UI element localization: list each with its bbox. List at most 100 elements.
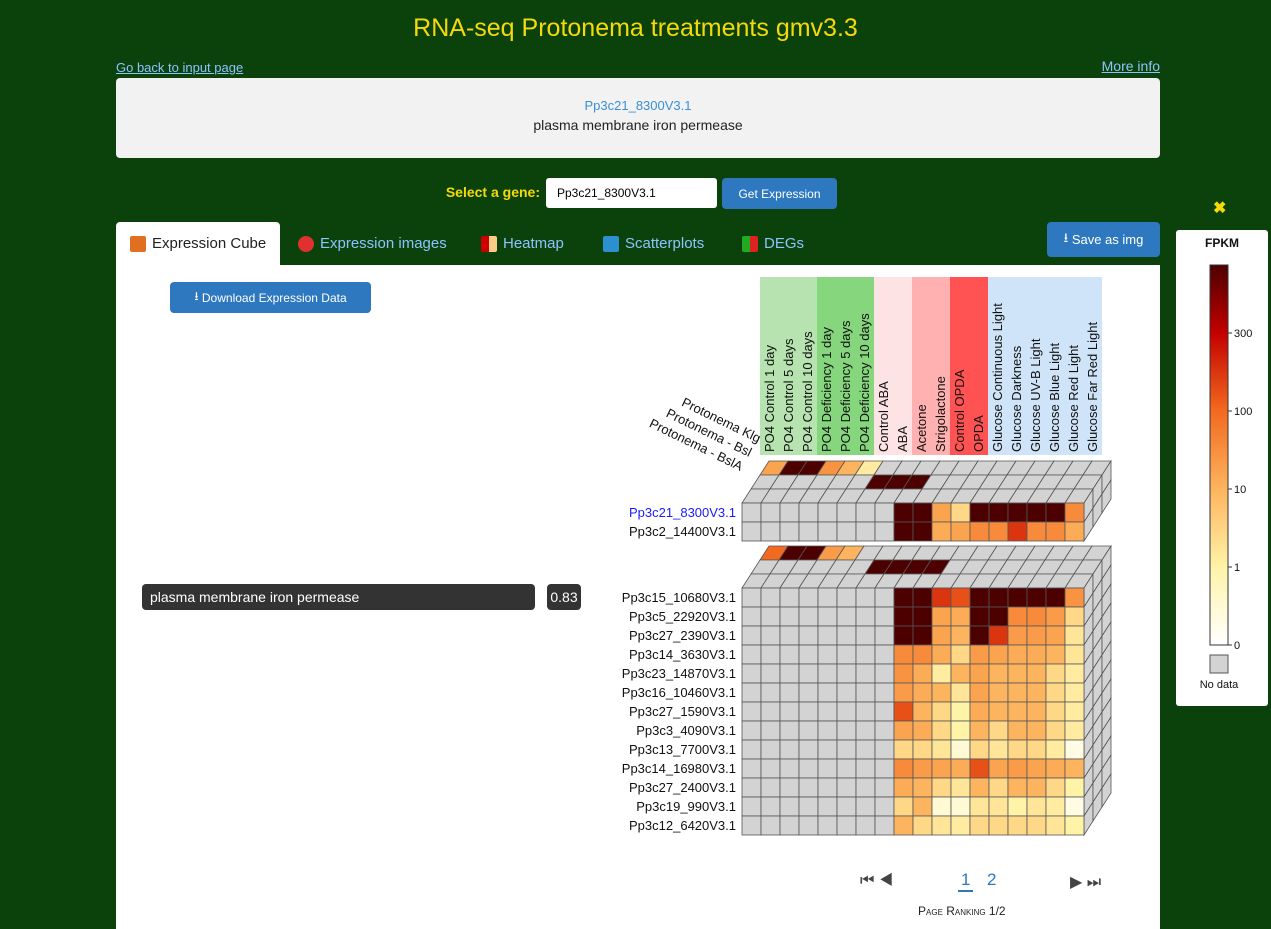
no-data-cell — [874, 644, 895, 665]
column-label: PO4 Deficiency 10 days — [857, 313, 872, 452]
no-data-cell — [855, 644, 876, 665]
no-data-cell — [760, 739, 781, 760]
cell — [950, 682, 971, 703]
tab[interactable]: Expression images — [320, 235, 447, 252]
no-data-cell — [836, 502, 857, 523]
no-data-cell — [741, 663, 762, 684]
cell — [1026, 815, 1047, 836]
no-data-cell — [798, 739, 819, 760]
column-label: Glucose Red Light — [1066, 345, 1081, 452]
column-label: Acetone — [914, 404, 929, 452]
no-data-cell — [779, 815, 800, 836]
no-data-cell — [874, 720, 895, 741]
cell — [893, 625, 914, 646]
no-data-cell — [817, 796, 838, 817]
cell — [969, 720, 990, 741]
cell — [1007, 521, 1028, 542]
next-last-buttons[interactable]: ▶ ⏭ — [1070, 874, 1102, 891]
close-legend[interactable]: ✖ — [1213, 200, 1227, 217]
no-data-cell — [836, 720, 857, 741]
cell — [931, 739, 952, 760]
no-data-cell — [855, 521, 876, 542]
cell — [969, 644, 990, 665]
cell — [1045, 777, 1066, 798]
cell — [969, 625, 990, 646]
no-data-cell — [779, 587, 800, 608]
column-label: PO4 Control 1 day — [762, 345, 777, 452]
cell — [1045, 644, 1066, 665]
get-expression-button[interactable]: Get Expression — [722, 178, 837, 209]
no-data-swatch — [1209, 654, 1229, 674]
cell — [1007, 701, 1028, 722]
cell — [1064, 502, 1085, 523]
legend-title: FPKM — [1205, 236, 1239, 250]
side-cell — [1101, 478, 1112, 515]
no-data-cell — [817, 739, 838, 760]
no-data-cell — [760, 521, 781, 542]
no-data-cell — [855, 682, 876, 703]
cell — [950, 502, 971, 523]
cell — [1007, 625, 1028, 646]
gene-input[interactable]: Pp3c21_8300V3.1 — [546, 178, 717, 208]
no-data-cell — [760, 815, 781, 836]
cell — [1045, 739, 1066, 760]
page-caption: Page Ranking 1/2 — [918, 904, 1006, 918]
annotation-score: 0.83 — [547, 584, 581, 610]
no-data-cell — [874, 606, 895, 627]
cell — [969, 777, 990, 798]
cell — [1007, 682, 1028, 703]
no-data-cell — [779, 663, 800, 684]
cell — [950, 796, 971, 817]
download-button[interactable]: ⭳ Download Expression Data — [170, 282, 371, 313]
cell — [1064, 758, 1085, 779]
gene-id: Pp3c21_8300V3.1 — [584, 98, 692, 113]
row-label: Pp3c14_16980V3.1 — [622, 761, 736, 776]
tab[interactable]: Heatmap — [503, 235, 564, 252]
no-data-cell — [779, 644, 800, 665]
no-data-cell — [798, 587, 819, 608]
page-link[interactable]: 1 — [958, 870, 974, 892]
no-data-cell — [855, 758, 876, 779]
page-link[interactable]: 2 — [987, 870, 997, 889]
cell — [931, 796, 952, 817]
cell — [969, 758, 990, 779]
row-label: Pp3c19_990V3.1 — [636, 799, 736, 814]
no-data-cell — [760, 606, 781, 627]
no-data-cell — [836, 644, 857, 665]
cell — [969, 663, 990, 684]
legend-tick-label: 100 — [1234, 406, 1252, 418]
cell — [988, 682, 1009, 703]
first-prev-buttons[interactable]: ⏮ ◀ — [860, 872, 894, 889]
tab[interactable]: Expression Cube — [152, 235, 267, 252]
cell — [931, 625, 952, 646]
cell — [912, 739, 933, 760]
no-data-cell — [874, 739, 895, 760]
legend-tick-label: 0 — [1234, 640, 1240, 652]
tab[interactable]: Scatterplots — [625, 235, 705, 252]
cell — [931, 701, 952, 722]
cell — [893, 606, 914, 627]
cell — [950, 815, 971, 836]
tab[interactable]: DEGs — [764, 235, 805, 252]
more-info-link[interactable]: More info — [1101, 58, 1160, 74]
no-data-cell — [836, 663, 857, 684]
cell — [1026, 777, 1047, 798]
cell — [1026, 587, 1047, 608]
cell — [988, 720, 1009, 741]
row-label: Pp3c23_14870V3.1 — [622, 666, 736, 681]
cell — [931, 606, 952, 627]
column-label: ABA — [895, 426, 910, 452]
no-data-cell — [741, 720, 762, 741]
no-data-cell — [874, 758, 895, 779]
column-label: Glucose UV-B Light — [1028, 338, 1043, 452]
column-label: OPDA — [971, 415, 986, 452]
legend-bar — [1209, 264, 1229, 646]
column-band — [1026, 277, 1045, 455]
back-link[interactable]: Go back to input page — [116, 60, 244, 75]
no-data-cell — [798, 625, 819, 646]
cell — [893, 701, 914, 722]
no-data-cell — [855, 502, 876, 523]
save-image-button[interactable]: ⭳ Save as img — [1047, 222, 1160, 257]
column-band — [874, 277, 893, 455]
cell — [969, 682, 990, 703]
